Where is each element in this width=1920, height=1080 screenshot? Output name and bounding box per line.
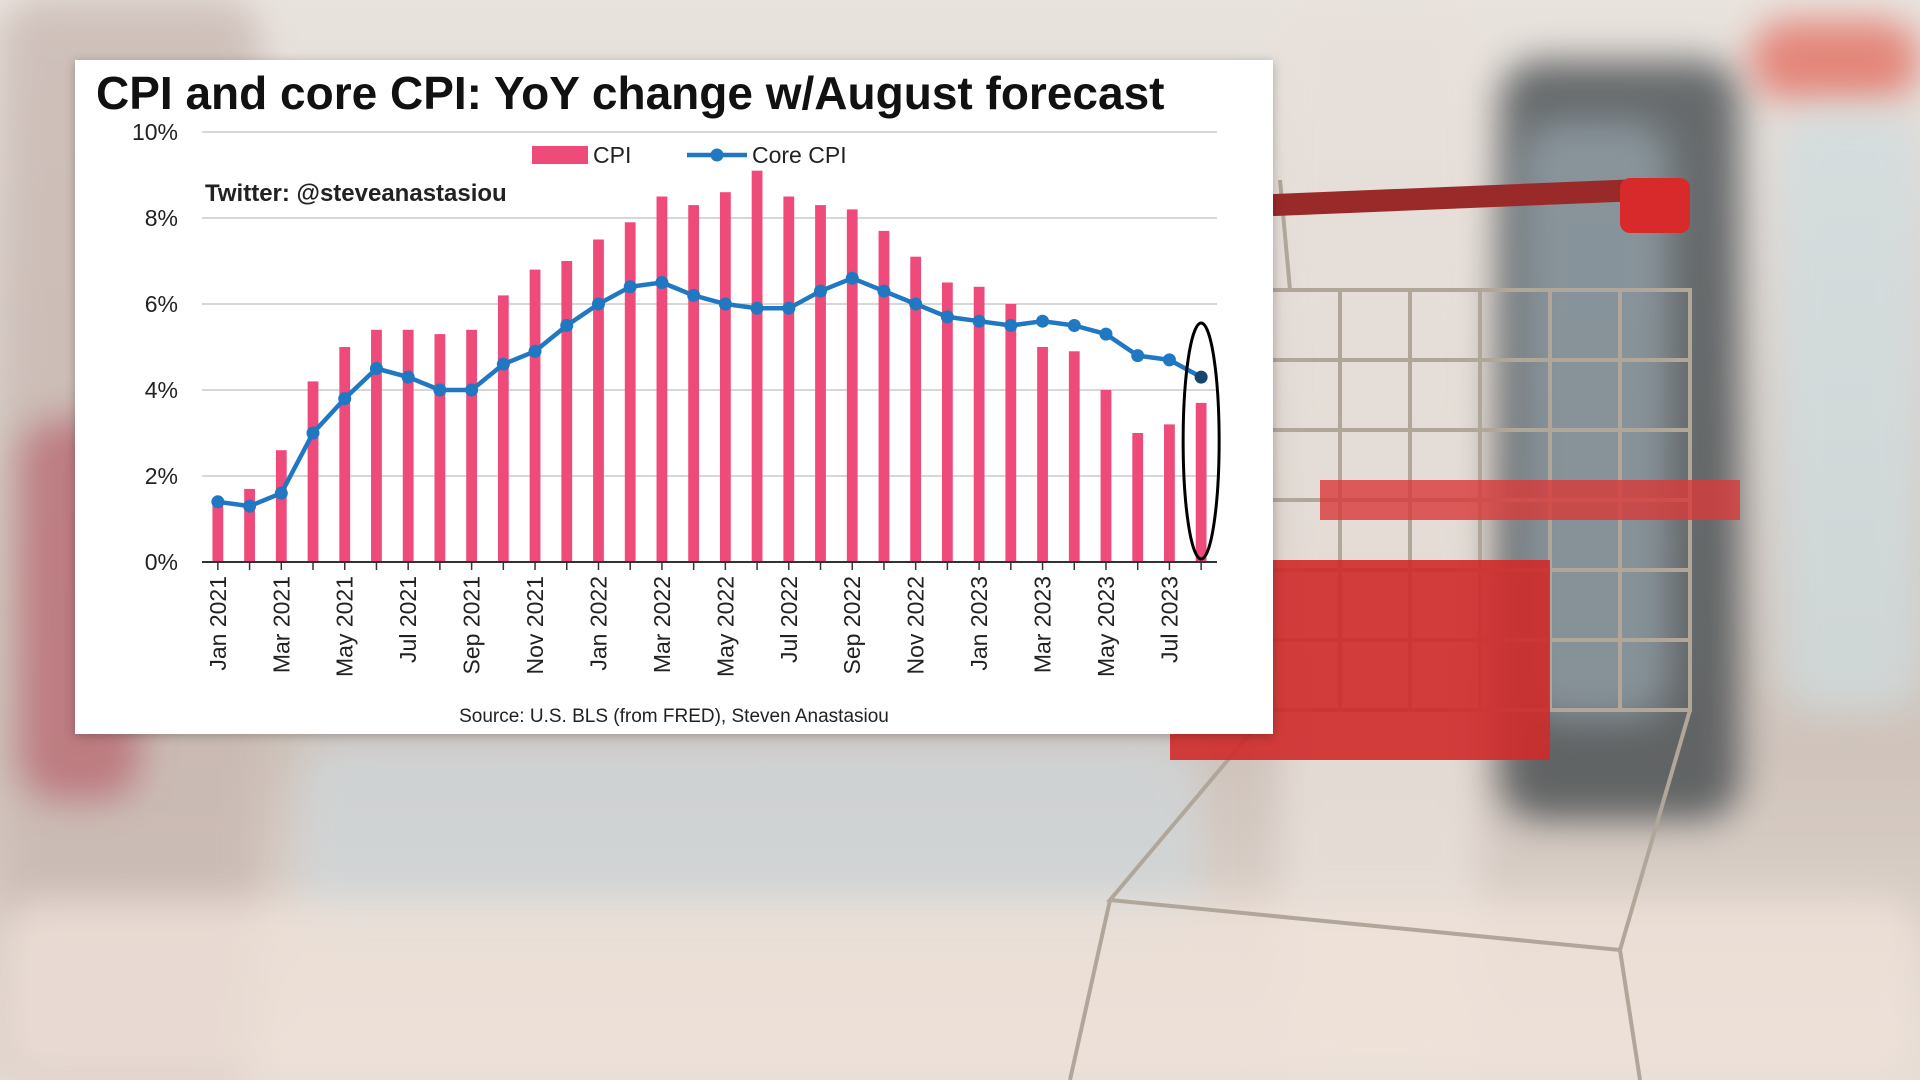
core-cpi-line: [217, 275, 1203, 509]
core-cpi-point: [1036, 314, 1050, 328]
cpi-bar: [1195, 402, 1207, 562]
cpi-bar: [1068, 351, 1080, 562]
core-cpi-point: [940, 310, 954, 324]
legend-cpi-swatch: [532, 146, 588, 164]
cpi-bar: [212, 501, 224, 562]
cpi-bar: [783, 196, 795, 562]
core-cpi-point: [877, 284, 891, 298]
y-tick-label: 8%: [145, 205, 178, 231]
cpi-bar: [561, 261, 573, 562]
cpi-bar: [973, 286, 985, 562]
chart-title: CPI and core CPI: YoY change w/August fo…: [96, 67, 1165, 119]
core-cpi-point: [1099, 327, 1113, 341]
x-tick-label: Sep 2021: [459, 576, 485, 674]
cpi-bar: [1164, 424, 1175, 562]
core-cpi-point: [211, 495, 225, 509]
core-cpi-point: [243, 499, 257, 513]
cpi-bar: [688, 205, 700, 562]
cpi-bar: [719, 192, 731, 562]
cpi-bar: [244, 488, 255, 562]
legend-cpi-label: CPI: [593, 142, 631, 168]
core-cpi-point: [845, 271, 859, 285]
core-cpi-point: [591, 297, 605, 311]
cpi-bar: [307, 381, 319, 562]
cpi-bar: [1005, 304, 1017, 562]
chart-plot: 0% 2% 4% 6% 8% 10% Jan 2021 Mar 2021 May 2021 Jul…: [132, 119, 1221, 677]
x-tick-label: Sep 2022: [839, 576, 865, 674]
y-tick-label: 2%: [145, 463, 178, 489]
x-tick-label: Jan 2021: [205, 576, 231, 671]
legend-core-label: Core CPI: [752, 142, 847, 168]
core-cpi-point: [1067, 319, 1081, 332]
core-cpi-point: [972, 314, 986, 328]
cpi-bar: [275, 450, 287, 562]
y-tick-label: 4%: [145, 377, 178, 403]
core-cpi-point: [1004, 319, 1018, 332]
x-tick-label: Mar 2023: [1030, 576, 1056, 673]
cpi-bar: [1132, 433, 1144, 562]
y-tick-label: 0%: [145, 549, 178, 575]
core-cpi-point: [1131, 349, 1145, 363]
y-tick-label: 10%: [132, 119, 178, 145]
core-cpi-point: [782, 301, 796, 315]
cpi-bar: [815, 205, 826, 562]
x-tick-label: May 2022: [712, 576, 738, 677]
core-cpi-point: [655, 276, 669, 289]
x-tick-label: Jan 2023: [966, 576, 992, 671]
x-tick-label: Nov 2021: [522, 576, 548, 674]
core-cpi-point: [465, 383, 479, 397]
core-cpi-point: [718, 297, 732, 311]
core-cpi-point: [1194, 370, 1208, 384]
core-cpi-point: [433, 383, 447, 397]
cpi-bar: [434, 334, 446, 562]
core-cpi-point: [274, 486, 288, 500]
cpi-bar: [1037, 347, 1048, 562]
core-cpi-point: [369, 362, 383, 375]
twitter-handle: Twitter: @steveanastasiou: [205, 180, 507, 207]
cpi-bar: [529, 269, 541, 562]
x-tick-label: May 2021: [332, 576, 358, 677]
cpi-bar: [941, 282, 953, 562]
x-tick-label: May 2023: [1093, 576, 1119, 677]
cpi-bar: [624, 222, 636, 563]
cpi-bar: [593, 239, 604, 562]
cpi-bar: [497, 295, 509, 562]
core-cpi-point: [560, 319, 574, 332]
cpi-bar: [910, 256, 922, 562]
core-cpi-point: [306, 426, 320, 440]
x-tick-label: Jul 2021: [395, 576, 421, 663]
cpi-bar: [878, 230, 890, 562]
cpi-bar: [371, 329, 382, 562]
x-tick-label: Nov 2022: [903, 576, 929, 674]
core-cpi-point: [909, 297, 923, 311]
core-cpi-point: [623, 280, 637, 294]
cpi-bar: [339, 347, 351, 562]
core-cpi-point: [1162, 353, 1176, 367]
forecast-highlight-ellipse: [1181, 321, 1221, 561]
cpi-bar: [466, 329, 478, 562]
x-tick-label: Jul 2022: [776, 576, 802, 663]
core-cpi-point: [401, 370, 415, 384]
legend-core-marker: [710, 148, 724, 162]
chart-card: CPI and core CPI: YoY change w/August fo…: [75, 60, 1273, 734]
cpi-bar: [1100, 390, 1112, 562]
x-tick-label: Mar 2022: [649, 576, 675, 673]
x-tick-label: Mar 2021: [268, 576, 294, 673]
cpi-bar: [751, 170, 763, 562]
core-cpi-point: [496, 357, 510, 371]
cpi-bar: [846, 209, 858, 562]
core-cpi-point: [750, 301, 764, 315]
x-tick-label: Jul 2023: [1156, 576, 1182, 663]
core-cpi-point: [338, 392, 352, 406]
source-note: Source: U.S. BLS (from FRED), Steven Ana…: [459, 706, 889, 727]
y-tick-label: 6%: [145, 291, 178, 317]
cpi-bar: [656, 196, 668, 562]
core-cpi-point: [814, 284, 828, 298]
cpi-bar: [402, 329, 414, 562]
core-cpi-point: [528, 344, 542, 358]
core-cpi-point: [687, 288, 701, 302]
x-tick-label: Jan 2022: [585, 576, 611, 671]
